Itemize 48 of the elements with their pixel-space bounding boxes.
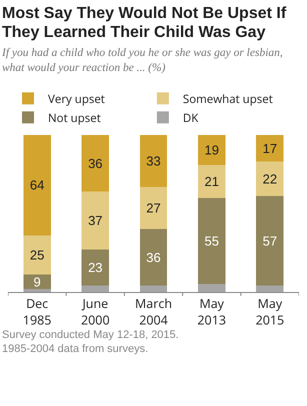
x-tick-label: June 2000 (81, 295, 110, 328)
bar (256, 135, 284, 162)
data-label: 27 (146, 200, 161, 216)
bar (198, 135, 226, 165)
data-label: 19 (204, 142, 219, 158)
chart-title: Most Say They Would Not Be Upset If They Learned Their Child Was Gay (2, 4, 288, 42)
bar (140, 286, 168, 292)
bar (82, 286, 109, 292)
data-label: 21 (204, 174, 219, 189)
data-label: 64 (30, 178, 44, 193)
data-label: 9 (33, 274, 41, 290)
bar (82, 135, 109, 192)
x-tick-label: May 2015 (256, 295, 284, 328)
data-label: 36 (146, 250, 161, 265)
bar (198, 284, 226, 292)
data-label: 37 (88, 213, 103, 228)
bar (82, 192, 109, 250)
bar (256, 162, 284, 196)
bar (23, 235, 51, 275)
bar (198, 198, 226, 284)
legend-label: Very upset (48, 92, 105, 107)
x-tick-label: March 2004 (135, 295, 172, 328)
legend-label: DK (182, 110, 200, 126)
data-label: 36 (88, 156, 103, 171)
data-label: 55 (204, 233, 219, 248)
data-label: 57 (262, 233, 278, 248)
bar (82, 250, 109, 286)
x-tick-label: Dec 1985 (22, 295, 52, 328)
data-label: 23 (88, 260, 103, 276)
bar (140, 186, 168, 230)
text: 1985-2004 data from surveys. (2, 343, 148, 355)
bar (23, 288, 51, 292)
bar (256, 196, 284, 286)
legend-label: Not upset (48, 110, 101, 126)
bar (140, 135, 168, 187)
text: Survey conducted May 12-18, 2015. (2, 329, 179, 341)
data-label: 22 (262, 171, 278, 186)
data-label: 33 (146, 153, 161, 168)
bar (23, 135, 51, 236)
bar (256, 286, 284, 292)
bar (140, 229, 168, 286)
data-label: 25 (30, 248, 44, 263)
bar (198, 164, 226, 198)
legend-label: Somewhat upset (182, 92, 273, 107)
x-tick-label: May 2013 (197, 295, 226, 328)
bar (23, 274, 51, 289)
data-label: 17 (262, 140, 278, 156)
chart-subtitle: If you had a child who told you he or she was gay or lesbian, what would your reaction be ... (%) (2, 46, 284, 76)
